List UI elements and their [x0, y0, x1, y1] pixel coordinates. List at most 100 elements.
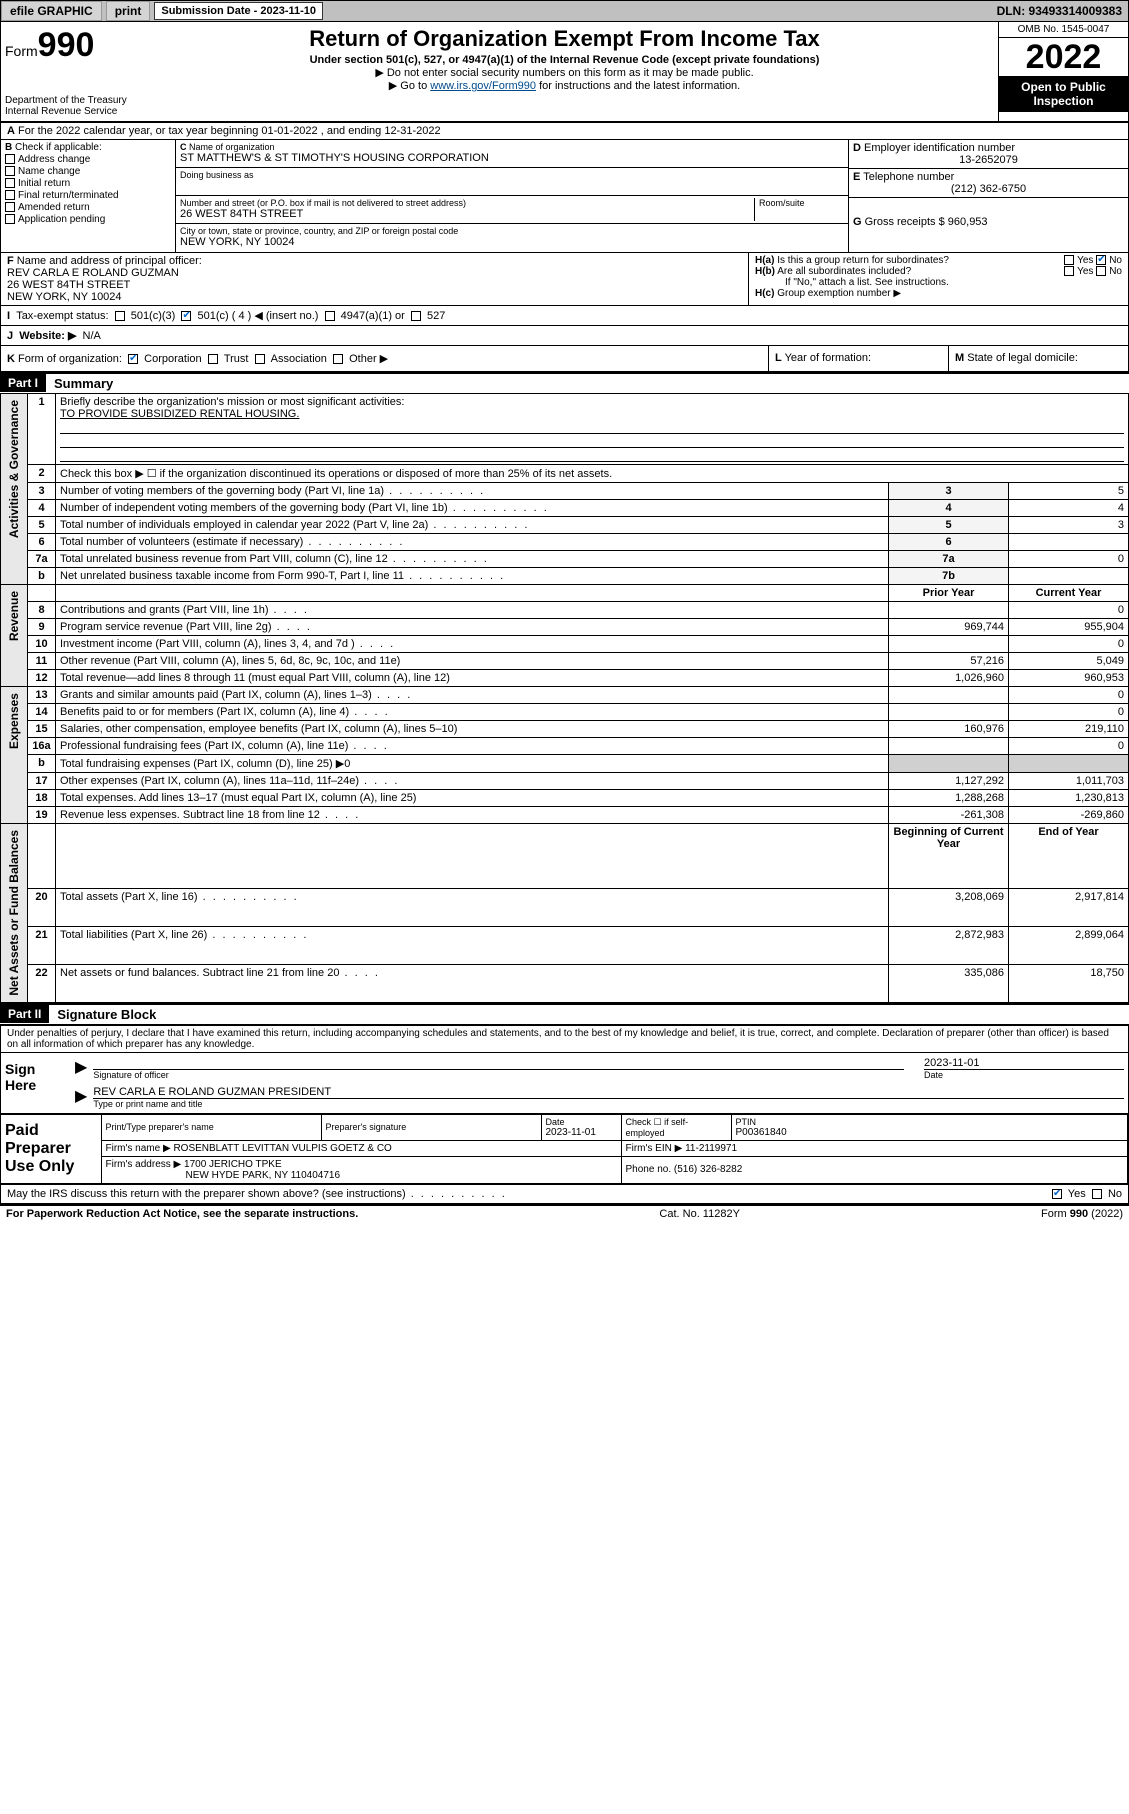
sig-off-lab: Signature of officer	[93, 1070, 904, 1080]
pt-date: 2023-11-01	[546, 1127, 596, 1138]
i-4947[interactable]	[325, 311, 335, 321]
k-trust[interactable]	[208, 354, 218, 364]
block-bcd: B Check if applicable: Address change Na…	[1, 139, 1128, 252]
chk-amended[interactable]: Amended return	[5, 202, 171, 213]
io1: 501(c)(3)	[131, 310, 176, 322]
r5d: Total number of individuals employed in …	[56, 517, 889, 534]
f-lab: Name and address of principal officer:	[17, 255, 202, 267]
r4d: Number of independent voting members of …	[56, 500, 889, 517]
ha-row: H(a) Is this a group return for subordin…	[755, 255, 1122, 266]
k-other[interactable]	[333, 354, 343, 364]
r3d: Number of voting members of the governin…	[56, 483, 889, 500]
ex15n: 15	[28, 721, 56, 738]
chk-name[interactable]: Name change	[5, 166, 171, 177]
chk-final[interactable]: Final return/terminated	[5, 190, 171, 201]
header-right: OMB No. 1545-0047 2022 Open to Public In…	[998, 22, 1128, 121]
hb-no[interactable]	[1096, 266, 1106, 276]
col-c: C Name of organization ST MATTHEW'S & ST…	[176, 140, 848, 252]
line-j: J Website: ▶ N/A	[1, 325, 1128, 345]
rv10c: 0	[1009, 636, 1129, 653]
officer-name: REV CARLA E ROLAND GUZMAN	[7, 267, 179, 279]
ko3: Association	[271, 353, 327, 365]
na22c: 18,750	[1009, 964, 1129, 1002]
k-corp[interactable]	[128, 354, 138, 364]
rv12n: 12	[28, 670, 56, 687]
chk-initial[interactable]: Initial return	[5, 178, 171, 189]
ex17c: 1,011,703	[1009, 773, 1129, 790]
note1: ▶ Do not enter social security numbers o…	[139, 66, 990, 79]
ha-yes[interactable]	[1064, 255, 1074, 265]
form-header: Form990 Department of the Treasury Inter…	[0, 22, 1129, 121]
sig-officer-line	[93, 1057, 904, 1070]
ex17d: Other expenses (Part IX, column (A), lin…	[56, 773, 889, 790]
form-word: Form	[5, 43, 38, 59]
form-title: Return of Organization Exempt From Incom…	[139, 26, 990, 52]
part2-header: Part II Signature Block	[0, 1003, 1129, 1024]
arrow-icon: ▶	[75, 1057, 87, 1080]
city-block: City or town, state or province, country…	[176, 224, 848, 252]
irs-link[interactable]: www.irs.gov/Form990	[430, 80, 536, 92]
officer-printed: REV CARLA E ROLAND GUZMAN PRESIDENT	[93, 1086, 1124, 1099]
i-501c3[interactable]	[115, 311, 125, 321]
r7bn: b	[28, 568, 56, 585]
discuss-no[interactable]	[1092, 1189, 1102, 1199]
ex16bc	[1009, 755, 1129, 773]
ex13c: 0	[1009, 687, 1129, 704]
firm-addr2: NEW HYDE PARK, NY 110404716	[106, 1170, 341, 1181]
opt0: Address change	[18, 154, 90, 165]
chk-pending[interactable]: Application pending	[5, 214, 171, 225]
note2: ▶ Go to www.irs.gov/Form990 for instruct…	[139, 79, 990, 92]
footer-right: Form 990 (2022)	[1041, 1208, 1123, 1220]
opt4: Amended return	[18, 202, 90, 213]
dba-block: Doing business as	[176, 168, 848, 196]
ex18c: 1,230,813	[1009, 790, 1129, 807]
no2: No	[1109, 266, 1122, 277]
line-a-text: For the 2022 calendar year, or tax year …	[18, 125, 441, 137]
k-lab: Form of organization:	[18, 353, 122, 365]
ex14d: Benefits paid to or for members (Part IX…	[56, 704, 889, 721]
col-f: F Name and address of principal officer:…	[1, 253, 748, 305]
date-lab: Date	[924, 1070, 1124, 1080]
line-a: A For the 2022 calendar year, or tax yea…	[1, 123, 1128, 139]
discuss-text: May the IRS discuss this return with the…	[7, 1188, 1052, 1200]
col-de: D Employer identification number 13-2652…	[848, 140, 1128, 252]
side-rev: Revenue	[5, 587, 23, 645]
line2: Check this box ▶ ☐ if the organization d…	[56, 465, 1129, 483]
col-h: H(a) Is this a group return for subordin…	[748, 253, 1128, 305]
m-lab: State of legal domicile:	[967, 352, 1078, 364]
discuss-yes[interactable]	[1052, 1189, 1062, 1199]
rv12p: 1,026,960	[889, 670, 1009, 687]
opt5: Application pending	[18, 214, 105, 225]
rv9d: Program service revenue (Part VIII, line…	[56, 619, 889, 636]
r6b: 6	[889, 534, 1009, 551]
ha-text: Is this a group return for subordinates?	[777, 255, 949, 266]
sign-here: Sign Here	[1, 1053, 71, 1113]
r6d: Total number of volunteers (estimate if …	[56, 534, 889, 551]
line-i: I Tax-exempt status: 501(c)(3) 501(c) ( …	[1, 305, 1128, 325]
form-990: 990	[38, 26, 95, 64]
chk-address[interactable]: Address change	[5, 154, 171, 165]
r4n: 4	[28, 500, 56, 517]
r4a: 4	[1009, 500, 1129, 517]
r4b: 4	[889, 500, 1009, 517]
faddr-lab: Firm's address ▶	[106, 1159, 182, 1170]
i-527[interactable]	[411, 311, 421, 321]
efile-button[interactable]: efile GRAPHIC	[1, 1, 102, 21]
r5b: 5	[889, 517, 1009, 534]
rv8n: 8	[28, 602, 56, 619]
opt2: Initial return	[18, 178, 70, 189]
i-501c[interactable]	[181, 311, 191, 321]
ex16an: 16a	[28, 738, 56, 755]
dy: Yes	[1068, 1188, 1086, 1200]
cy-hdr: Current Year	[1009, 585, 1129, 602]
hb-yes[interactable]	[1064, 266, 1074, 276]
footer-left: For Paperwork Reduction Act Notice, see …	[6, 1208, 358, 1220]
opt1: Name change	[18, 166, 80, 177]
c-name-lab: Name of organization	[189, 142, 275, 152]
ex18n: 18	[28, 790, 56, 807]
r7an: 7a	[28, 551, 56, 568]
ha-no[interactable]	[1096, 255, 1106, 265]
print-button[interactable]: print	[106, 1, 151, 21]
k-assoc[interactable]	[255, 354, 265, 364]
firm-phone: (516) 326-8282	[674, 1164, 742, 1175]
